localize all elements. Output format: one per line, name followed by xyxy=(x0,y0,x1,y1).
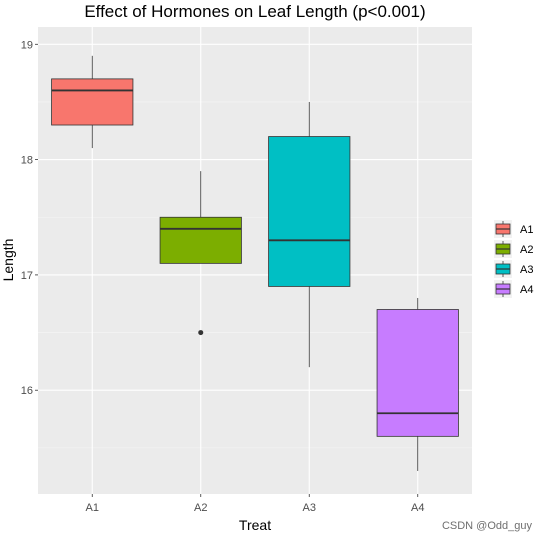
y-axis: 16 17 18 19 xyxy=(21,39,38,397)
legend-label: A3 xyxy=(520,264,533,276)
y-tick-label: 19 xyxy=(21,39,33,51)
box-body xyxy=(159,216,242,264)
boxes-layer xyxy=(51,55,459,471)
chart-title: Effect of Hormones on Leaf Length (p<0.0… xyxy=(84,2,425,21)
x-tick-label: A3 xyxy=(303,502,316,514)
x-axis: A1 A2 A3 A4 xyxy=(86,494,424,514)
watermark: CSDN @Odd_guy xyxy=(442,520,533,532)
box-A4 xyxy=(376,297,459,471)
box-A2 xyxy=(159,171,242,336)
legend-label: A1 xyxy=(520,224,533,236)
legend-label: A4 xyxy=(520,284,533,296)
legend-item-A2: A2 xyxy=(494,240,533,258)
legend-item-A4: A4 xyxy=(494,280,533,298)
legend: A1 A2 A3 A4 xyxy=(494,220,533,298)
y-tick-label: 17 xyxy=(21,270,33,282)
box-body xyxy=(51,78,134,126)
legend-item-A3: A3 xyxy=(494,260,533,278)
legend-item-A1: A1 xyxy=(494,220,533,238)
box-body xyxy=(268,136,351,287)
x-tick-label: A1 xyxy=(86,502,99,514)
x-tick-label: A2 xyxy=(194,502,207,514)
legend-label: A2 xyxy=(520,244,533,256)
x-axis-title: Treat xyxy=(239,517,271,533)
box-outlier-point xyxy=(198,330,204,336)
x-tick-label: A4 xyxy=(411,502,424,514)
y-axis-title: Length xyxy=(0,239,16,282)
box-body xyxy=(376,309,459,437)
y-tick-label: 16 xyxy=(21,385,33,397)
box-A1 xyxy=(51,55,134,149)
box-A3 xyxy=(268,101,351,368)
y-tick-label: 18 xyxy=(21,155,33,167)
